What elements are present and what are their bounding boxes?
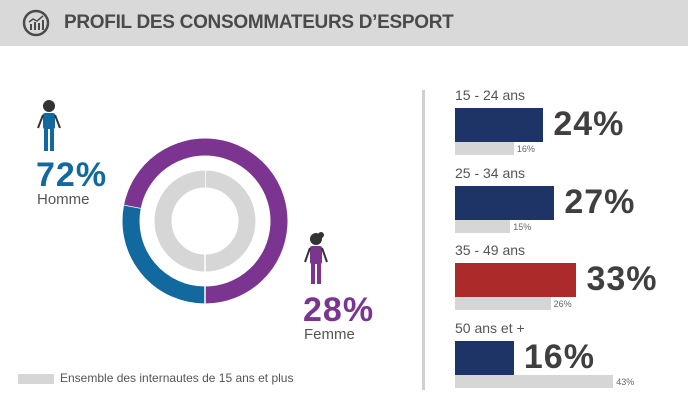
- age-bar: [455, 263, 577, 297]
- chart-growth-icon: [22, 9, 50, 37]
- page-title: PROFIL DES CONSOMMATEURS D’ESPORT: [64, 12, 454, 33]
- female-figure-icon: [304, 232, 328, 284]
- age-bar: [455, 186, 555, 220]
- reference-slice-2: [154, 170, 206, 272]
- reference-slice-1: [204, 170, 256, 272]
- age-bar: [455, 108, 544, 142]
- reference-bar: [455, 220, 511, 233]
- donut-slice-femme: [123, 138, 288, 304]
- male-label: Homme: [37, 191, 90, 208]
- donut-slice-homme: [122, 205, 206, 304]
- divider: [422, 90, 425, 390]
- age-label: 15 - 24 ans: [455, 87, 526, 103]
- female-percent: 28%: [303, 291, 375, 329]
- male-figure-icon: [37, 100, 61, 151]
- gender-donut: [122, 138, 288, 304]
- age-label: 50 ans et +: [455, 320, 525, 336]
- legend-swatch-reference: [18, 374, 54, 384]
- reference-bar: [455, 375, 614, 388]
- male-percent: 72%: [36, 156, 108, 194]
- reference-bar: [455, 297, 551, 310]
- age-bar-value: 33%: [586, 260, 658, 298]
- reference-bar: [455, 142, 514, 155]
- reference-bar-value: 16%: [516, 144, 535, 154]
- age-label: 25 - 34 ans: [455, 165, 526, 181]
- header-bar: PROFIL DES CONSOMMATEURS D’ESPORT: [0, 0, 688, 46]
- reference-bar-value: 15%: [513, 222, 532, 232]
- age-label: 35 - 49 ans: [455, 242, 526, 258]
- reference-bar-value: 26%: [553, 299, 572, 309]
- female-label: Femme: [304, 326, 355, 343]
- age-bar-value: 16%: [523, 338, 595, 376]
- age-bar-value: 24%: [553, 105, 625, 143]
- legend-label-reference: Ensemble des internautes de 15 ans et pl…: [60, 371, 294, 385]
- reference-bar-value: 43%: [616, 377, 635, 387]
- age-bar-value: 27%: [564, 183, 636, 221]
- age-bar: [455, 341, 514, 375]
